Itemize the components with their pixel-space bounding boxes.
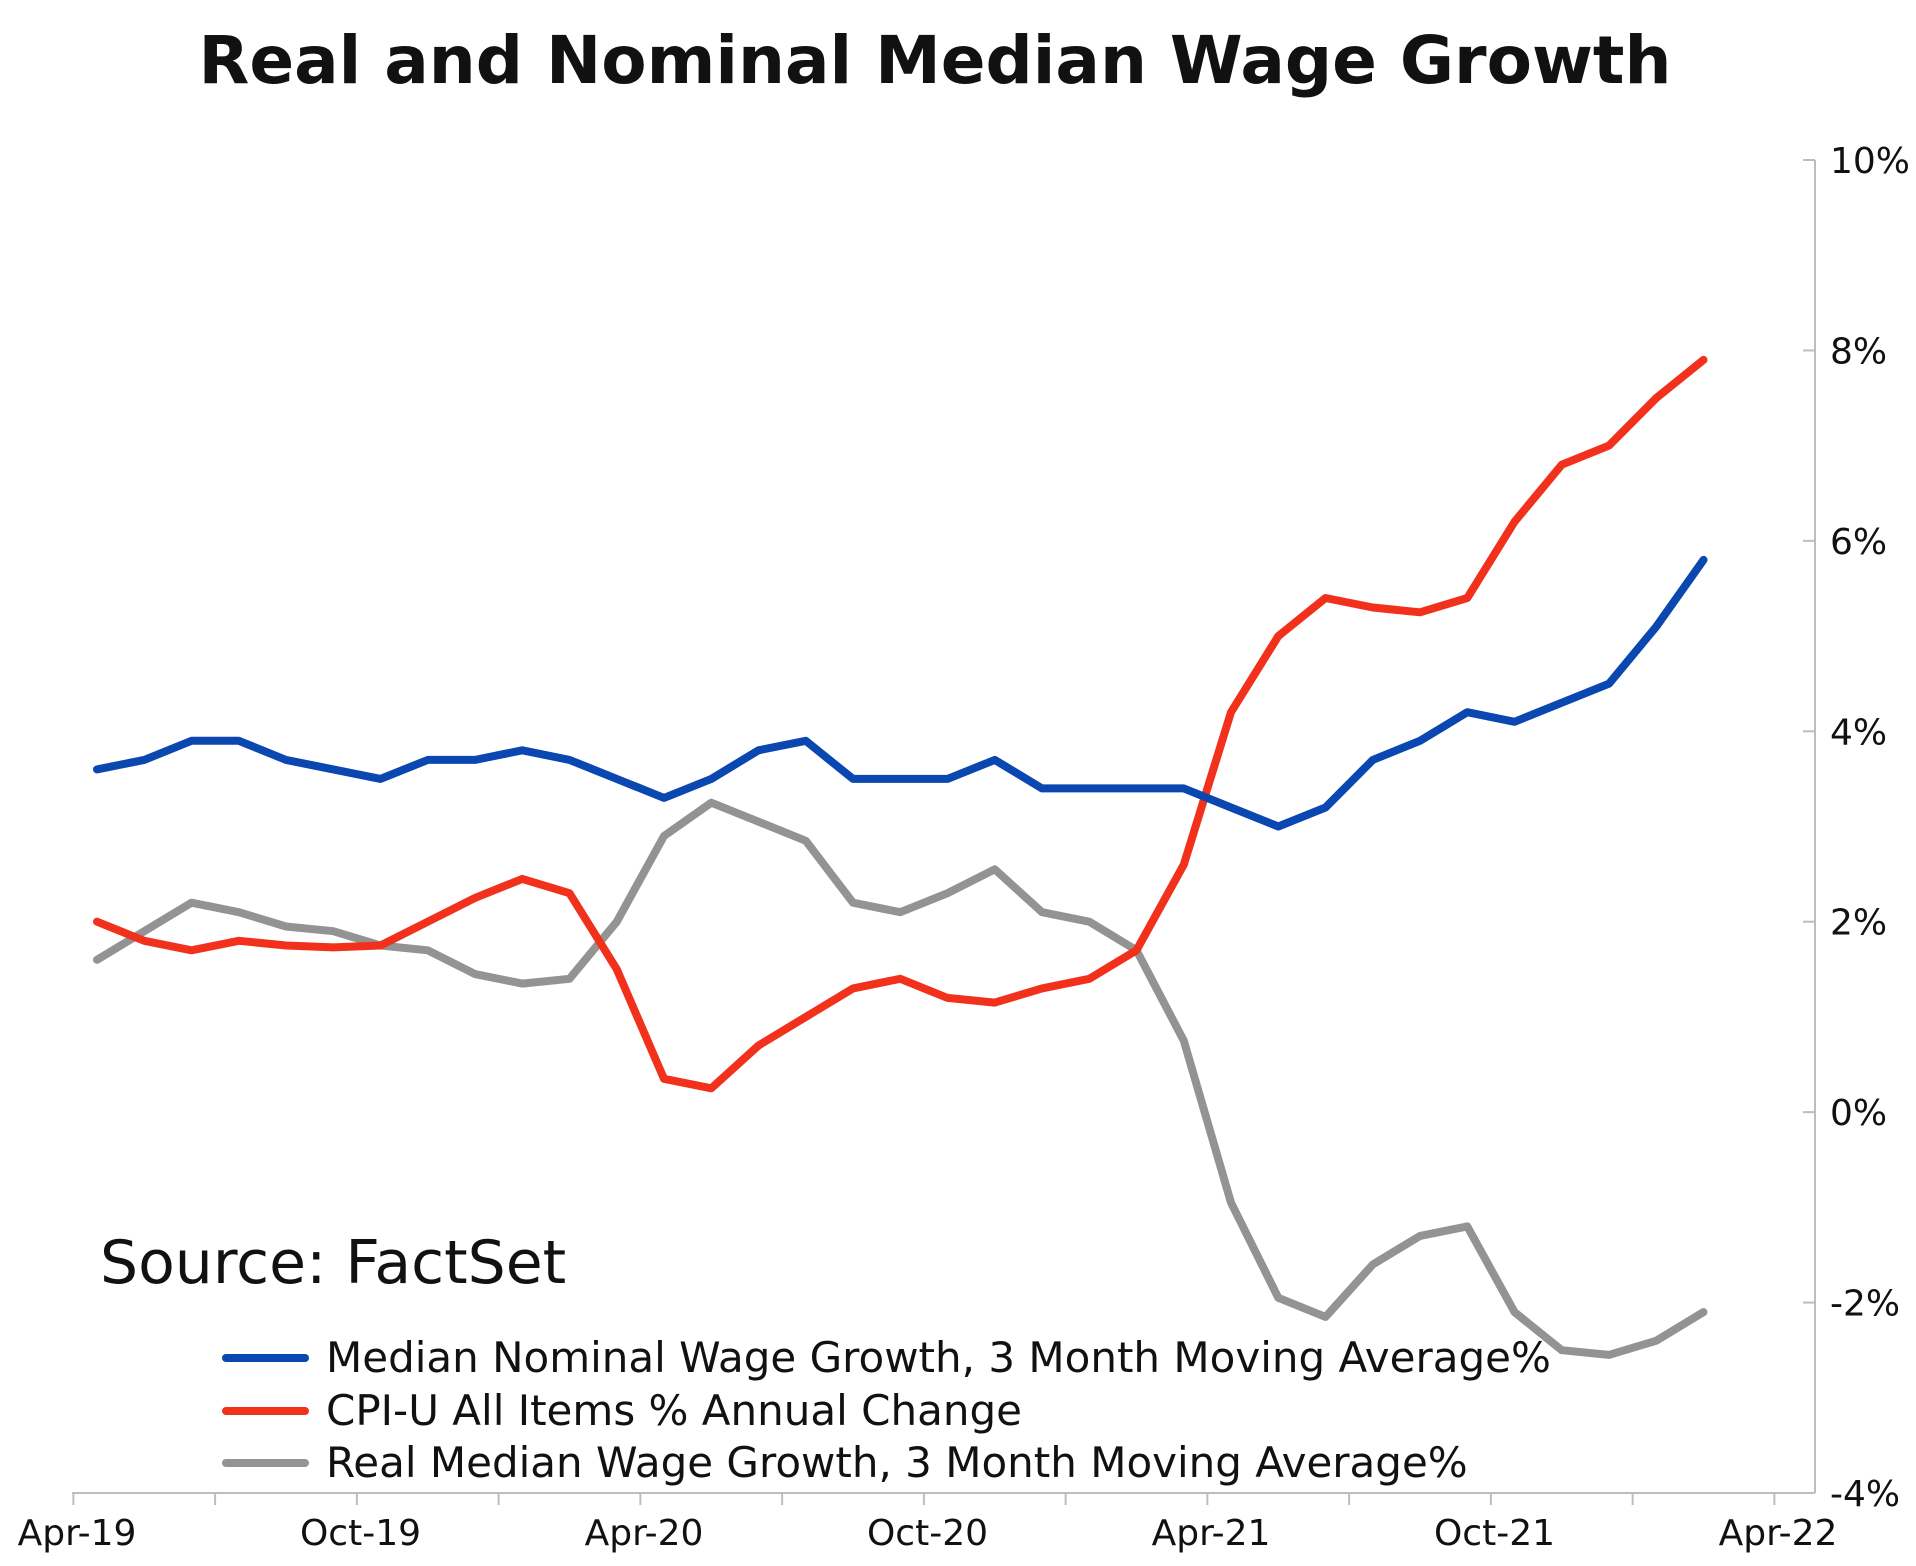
x-tick-label: Oct-21 — [1434, 1513, 1555, 1554]
series-line-1 — [93, 355, 1708, 1093]
y-tick-label: 10% — [1830, 141, 1910, 182]
y-tick-label: 0% — [1830, 1093, 1887, 1134]
x-tick-label: Apr-20 — [585, 1513, 704, 1554]
y-tick-label: 4% — [1830, 712, 1887, 753]
x-tick-label: Oct-19 — [300, 1513, 421, 1554]
x-tick-label: Apr-22 — [1719, 1513, 1838, 1554]
chart-title: Real and Nominal Median Wage Growth — [198, 22, 1672, 99]
legend-label: Real Median Wage Growth, 3 Month Moving … — [326, 1438, 1468, 1487]
x-tick-label: Apr-19 — [18, 1513, 137, 1554]
series-line-2 — [93, 798, 1708, 1359]
x-tick-label: Oct-20 — [867, 1513, 988, 1554]
y-tick-label: 2% — [1830, 903, 1887, 944]
y-tick-label: -4% — [1830, 1474, 1900, 1515]
legend: Median Nominal Wage Growth, 3 Month Movi… — [222, 1333, 1551, 1487]
y-tick-label: 6% — [1830, 522, 1887, 563]
y-tick-label: 8% — [1830, 331, 1887, 372]
legend-label: CPI-U All Items % Annual Change — [326, 1386, 1022, 1435]
x-tick-label: Apr-21 — [1152, 1513, 1271, 1554]
source-note: Source: FactSet — [100, 1228, 566, 1298]
series-line-0 — [93, 555, 1708, 831]
y-tick-label: -2% — [1830, 1284, 1900, 1325]
series-lines — [93, 355, 1708, 1359]
axes: 10% 8% 6% 4% 2% 0% -2% -4% Apr-19 Oct-19 Apr-20 Oct… — [18, 141, 1910, 1554]
legend-label: Median Nominal Wage Growth, 3 Month Movi… — [326, 1333, 1551, 1382]
